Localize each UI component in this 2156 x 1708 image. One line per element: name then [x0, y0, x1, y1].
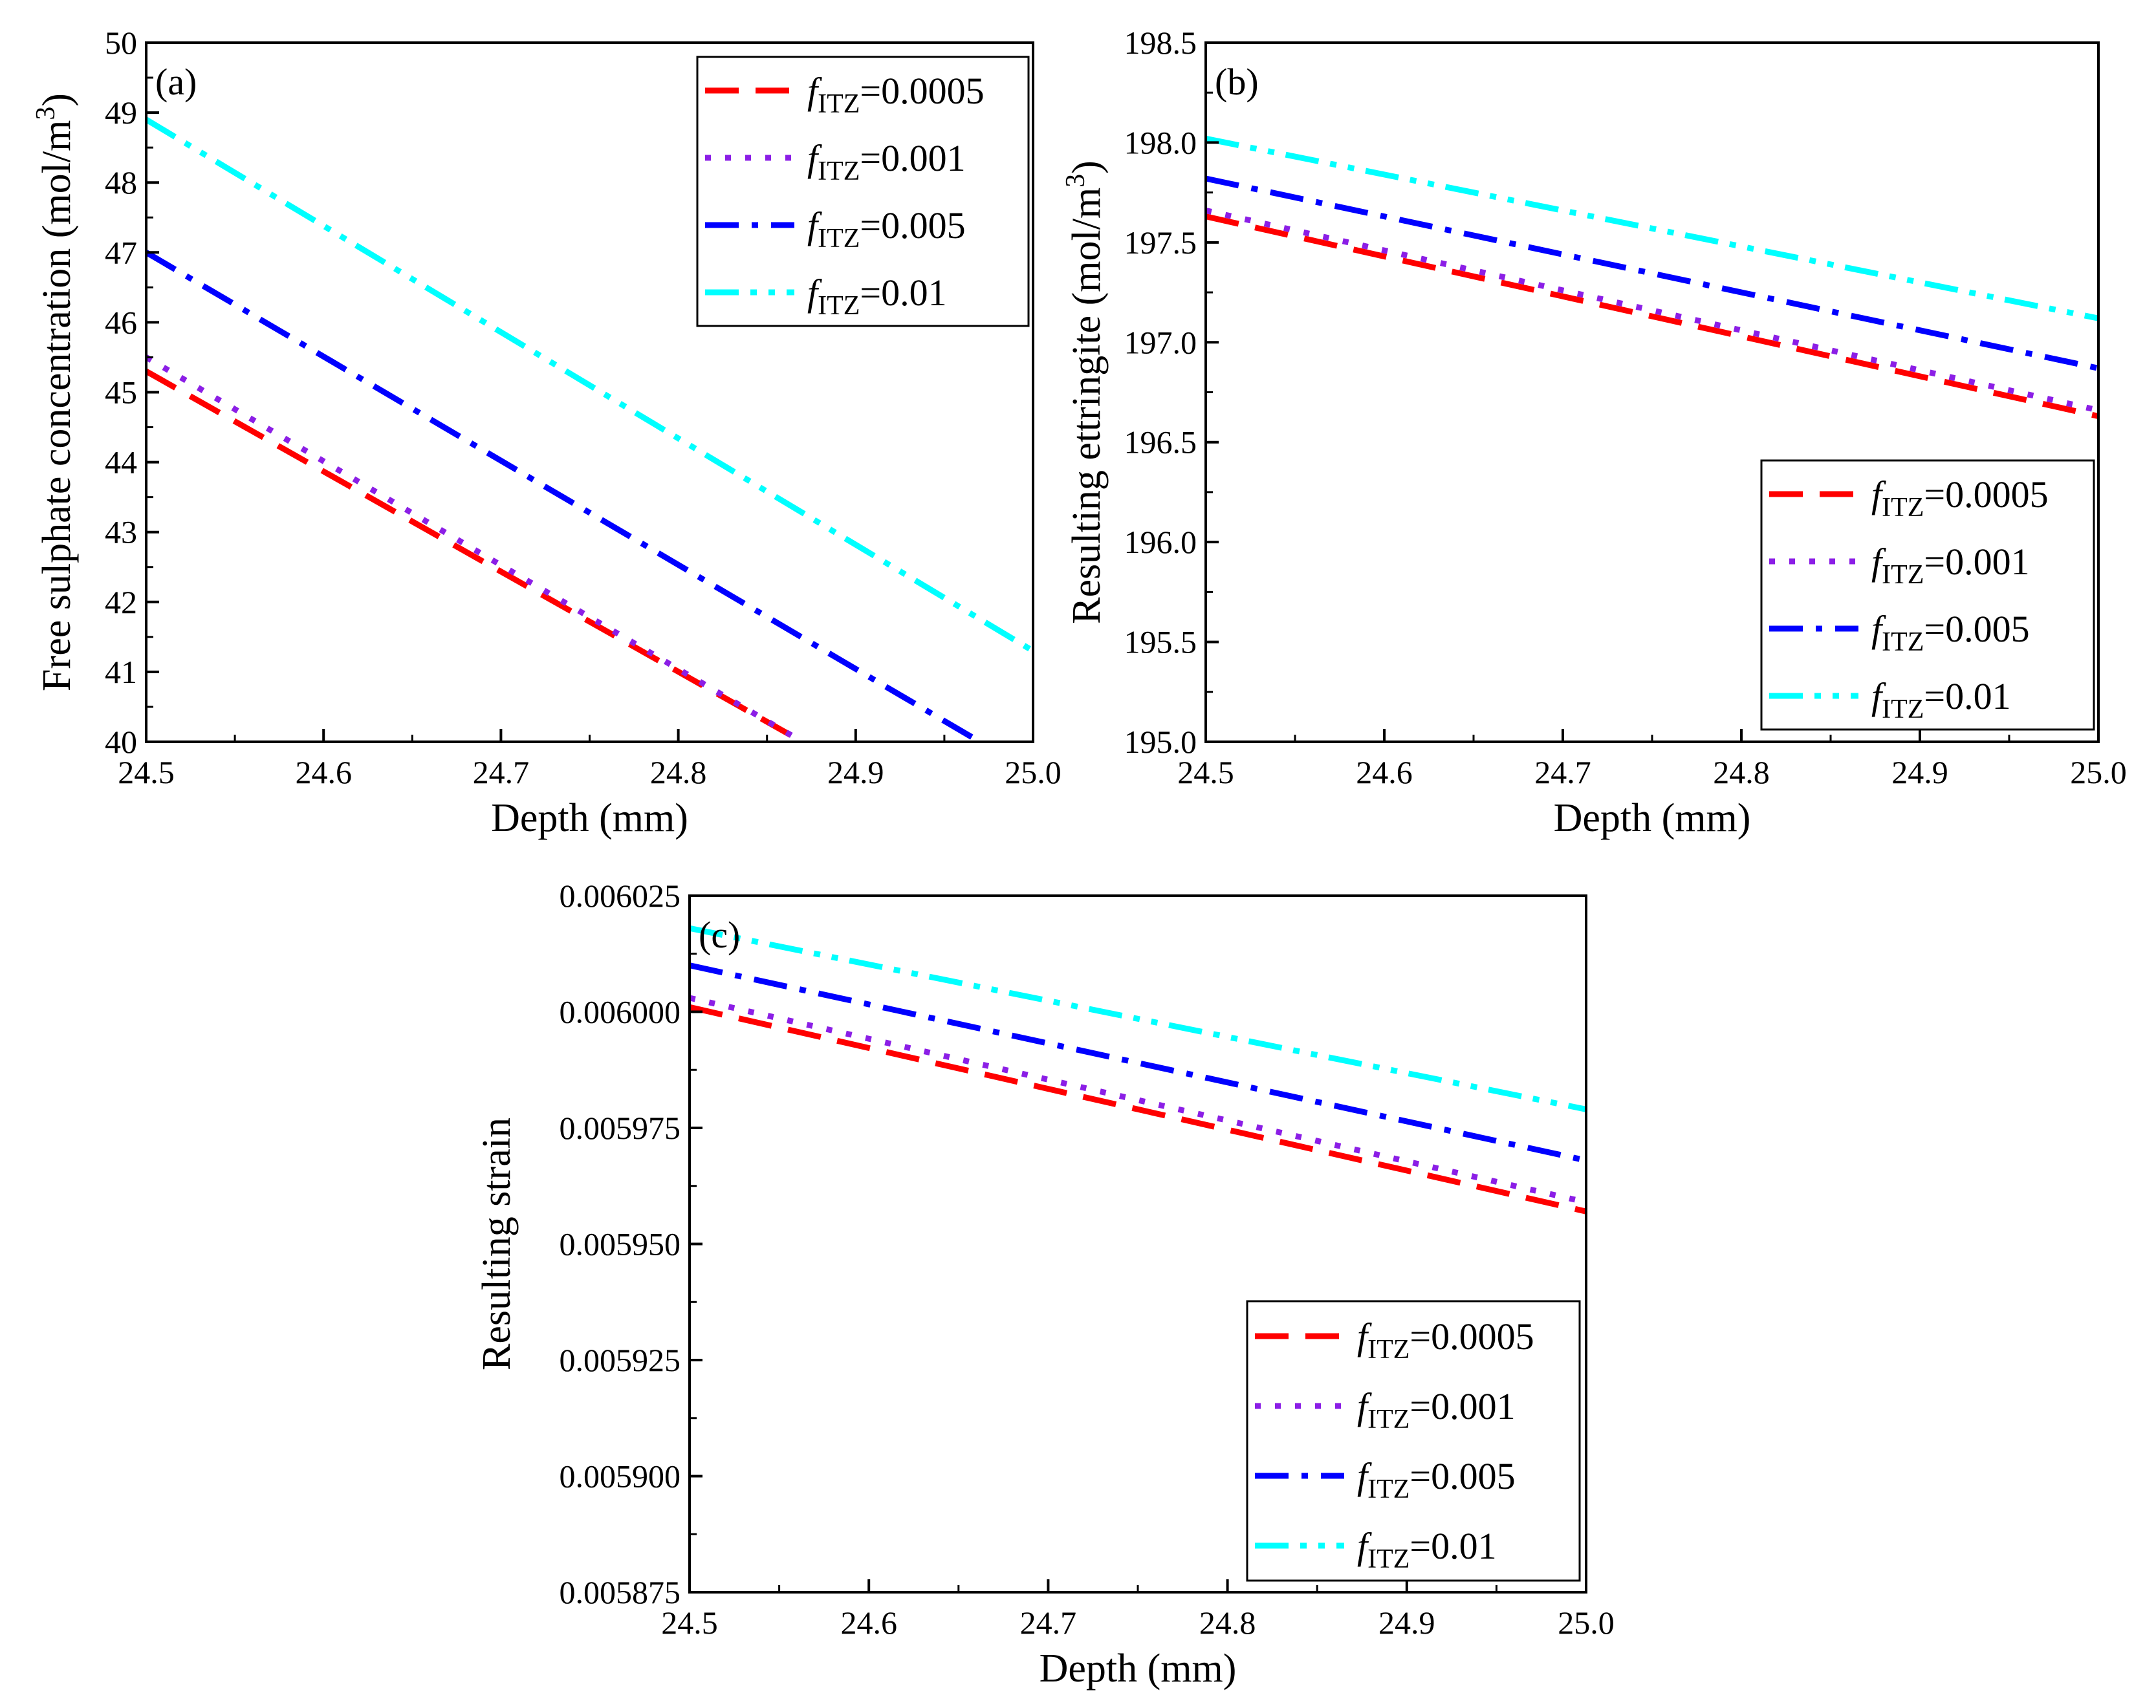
legend: fITZ=0.0005 fITZ=0.001 fITZ=0.005 fITZ=0.01	[1246, 1300, 1581, 1582]
legend-label-2: fITZ=0.001	[807, 137, 966, 186]
chart-panel-b: 24.5 24.6 24.7 24.8 24.9 25.0 195.0 195.5 196.0 1…	[1061, 25, 2127, 840]
x-tick-label: 24.6	[295, 754, 352, 790]
series-line-1	[146, 369, 804, 742]
x-tick-label: 24.7	[1020, 1605, 1077, 1641]
y-tick-label: 46	[105, 304, 137, 340]
legend-label-4: fITZ=0.01	[1357, 1525, 1497, 1574]
legend-box	[696, 56, 1030, 327]
y-tick-label: 41	[105, 654, 137, 690]
y-tick-label: 50	[105, 25, 137, 61]
panel-label: (b)	[1215, 61, 1259, 103]
y-tick-label: 0.005975	[560, 1110, 681, 1146]
y-tick-label: 45	[105, 374, 137, 411]
series-line-1	[690, 1004, 1586, 1215]
y-tick-label: 44	[105, 444, 137, 481]
legend-label-1: fITZ=0.0005	[1871, 473, 2049, 523]
x-tick-label: 24.9	[1891, 754, 1948, 790]
y-tick-label: 48	[105, 164, 137, 200]
series-line-4	[1206, 135, 2098, 321]
series-line-3	[690, 962, 1586, 1163]
x-tick-label: 24.6	[1356, 754, 1413, 790]
x-tick-label: 24.7	[473, 754, 530, 790]
y-axis-title: Resulting ettringite (mol/m3)	[1061, 160, 1109, 624]
y-tick-label: 40	[105, 724, 137, 760]
x-tick-label: 24.5	[1177, 754, 1234, 790]
x-tick-label: 24.5	[661, 1605, 718, 1641]
series-line-3	[1206, 175, 2098, 371]
x-axis-title: Depth (mm)	[491, 796, 688, 840]
y-tick-label: 196.5	[1124, 424, 1197, 460]
series-line-2	[690, 995, 1586, 1205]
legend-label-1: fITZ=0.0005	[1357, 1315, 1534, 1365]
x-tick-label: 24.6	[840, 1605, 897, 1641]
panel-label: (a)	[155, 61, 197, 103]
y-tick-label: 0.005950	[560, 1226, 681, 1262]
y-tick-label: 195.0	[1124, 724, 1197, 760]
x-tick-label: 24.7	[1534, 754, 1591, 790]
x-axis-title: Depth (mm)	[1554, 796, 1751, 840]
legend-label-1: fITZ=0.0005	[807, 70, 985, 119]
x-tick-label: 25.0	[1558, 1605, 1615, 1641]
legend-label-2: fITZ=0.001	[1871, 541, 2030, 590]
x-tick-label: 24.5	[118, 754, 175, 790]
y-tick-label: 198.5	[1124, 25, 1197, 61]
x-tick-label: 24.8	[650, 754, 707, 790]
y-tick-label: 43	[105, 514, 137, 550]
x-tick-label: 24.9	[1378, 1605, 1435, 1641]
y-tick-label: 42	[105, 584, 137, 620]
y-tick-label: 49	[105, 94, 137, 131]
legend-box	[1246, 1300, 1581, 1582]
series-line-3	[146, 250, 981, 742]
y-axis-title: Free sulphate concentration (mol/m3)	[31, 93, 79, 691]
y-tick-label: 0.005900	[560, 1458, 681, 1495]
chart-panel-a: 24.5 24.6 24.7 24.8 24.9 25.0 40 41 42 43 44 45 46 47…	[31, 25, 1062, 840]
series-group	[146, 117, 1033, 742]
x-tick-label: 24.9	[827, 754, 884, 790]
panel-label: (c)	[699, 914, 740, 956]
x-tick-label: 24.8	[1713, 754, 1770, 790]
series-group	[1206, 135, 2098, 419]
legend-label-3: fITZ=0.005	[807, 204, 966, 254]
legend-box	[1760, 459, 2095, 731]
y-tick-label: 197.5	[1124, 224, 1197, 261]
y-tick-label: 0.006000	[560, 994, 681, 1030]
series-line-2	[1206, 208, 2098, 413]
x-tick-label: 24.8	[1199, 1605, 1256, 1641]
y-tick-label: 0.005925	[560, 1342, 681, 1378]
chart-panel-c: 24.5 24.6 24.7 24.8 24.9 25.0 0.005875 0.005900…	[475, 878, 1615, 1691]
legend-label-2: fITZ=0.001	[1357, 1385, 1516, 1434]
x-tick-label: 25.0	[1005, 754, 1062, 790]
legend-label-3: fITZ=0.005	[1357, 1455, 1516, 1504]
series-line-1	[1206, 213, 2098, 419]
y-axis-title: Resulting strain	[475, 1118, 519, 1370]
y-tick-label: 197.0	[1124, 324, 1197, 360]
y-tick-label: 198.0	[1124, 124, 1197, 160]
y-tick-label: 196.0	[1124, 524, 1197, 560]
x-tick-label: 25.0	[2070, 754, 2127, 790]
x-axis-title: Depth (mm)	[1040, 1647, 1237, 1691]
series-line-4	[690, 925, 1586, 1112]
y-tick-label: 195.5	[1124, 624, 1197, 660]
series-group	[690, 925, 1586, 1215]
y-tick-label: 47	[105, 234, 137, 270]
y-tick-label: 0.005875	[560, 1574, 681, 1610]
series-line-4	[146, 117, 1033, 654]
y-tick-label: 0.006025	[560, 878, 681, 914]
